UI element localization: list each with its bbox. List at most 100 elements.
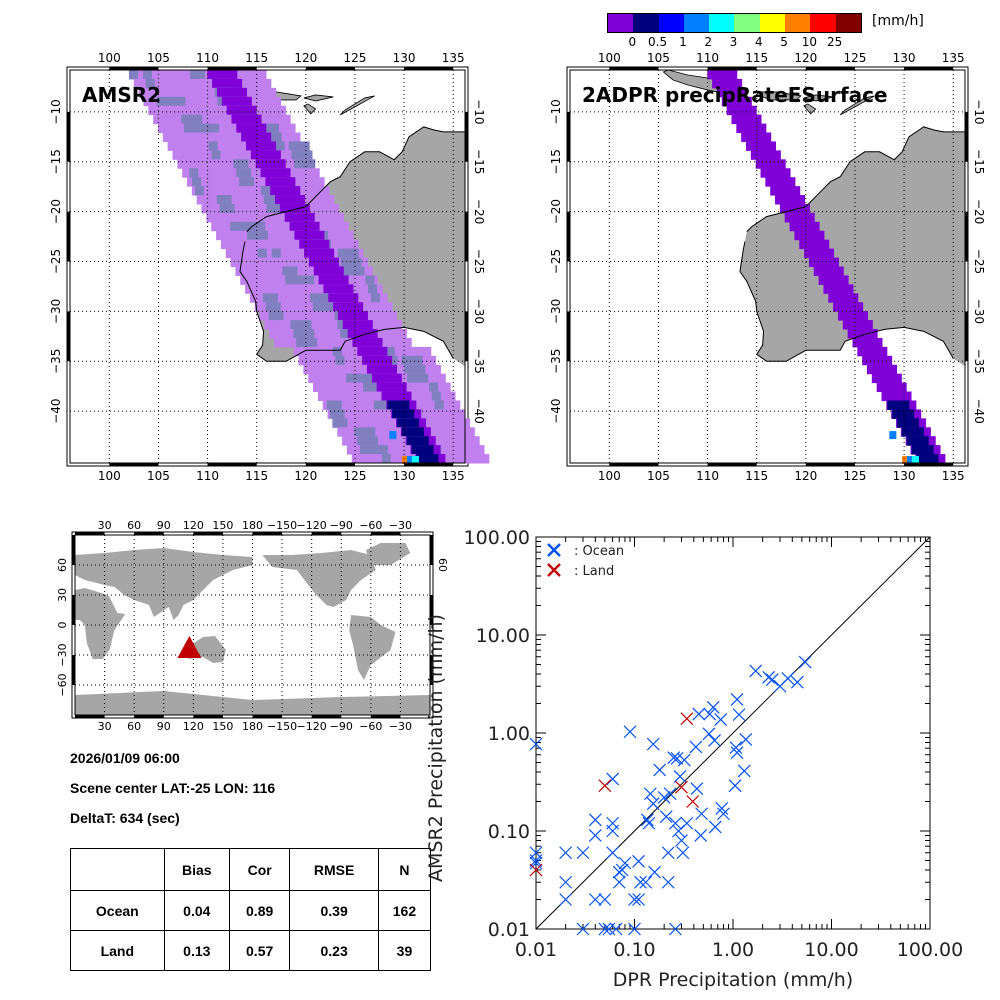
delta-t-text: DeltaT: 634 (sec) (70, 810, 180, 826)
swath-cell (246, 141, 277, 151)
swath-cell (804, 248, 835, 259)
x-marker-stroke (646, 737, 660, 751)
ocean-point (690, 782, 704, 796)
lon-tick-label-top: 125 (343, 51, 366, 65)
x-marker-stroke (689, 740, 703, 754)
x-marker-stroke (640, 813, 654, 827)
x-marker-stroke (728, 779, 742, 793)
x-marker-stroke (657, 791, 671, 804)
border-bar (67, 311, 70, 362)
lon-tick-label-bottom: 115 (745, 469, 768, 483)
x-marker-stroke (717, 807, 730, 821)
globe-lat-tick-left: 0 (56, 622, 69, 629)
x-marker-stroke (628, 893, 641, 906)
swath-cell (207, 70, 238, 80)
swath-cell (721, 96, 752, 107)
lon-tick-label-top: 130 (393, 51, 416, 65)
globe-lon-tick-bottom: −120 (297, 720, 327, 733)
swath-cell (291, 150, 313, 160)
ocean-point (632, 893, 646, 906)
swath-cell (363, 382, 379, 393)
swath-cell (192, 177, 202, 187)
swath-cell (360, 373, 376, 384)
swath-cell (275, 195, 306, 205)
x-marker-stroke (529, 863, 543, 877)
ocean-point (781, 672, 795, 685)
lat-tick-label-left: −10 (549, 99, 563, 124)
amsr2-map-panel: 100 100 105 105 110 110 115 115 120 120 125 125 130 1… (49, 51, 490, 483)
map-title: 2ADPR precipRateESurface (582, 83, 888, 107)
swath-cell (245, 284, 383, 294)
globe-lon-tick-bottom: 180 (242, 720, 263, 733)
x-marker-stroke (639, 875, 653, 889)
swath-cell (181, 114, 203, 125)
swath-cell (337, 311, 368, 321)
lat-tick-label-right: −10 (472, 99, 486, 124)
swath-cell (294, 159, 316, 169)
swath-cell (271, 248, 281, 259)
swath-cell (407, 456, 415, 465)
swath-cell (892, 409, 915, 419)
x-marker-stroke (632, 893, 646, 906)
continent-landmass (75, 588, 126, 659)
swath-cell (257, 248, 267, 259)
stats-row-label: Ocean (70, 890, 165, 931)
stats-header-row: Bias Cor RMSE N (70, 848, 432, 891)
swath-cell (416, 454, 439, 464)
ocean-point (576, 846, 590, 860)
border-bar (609, 463, 659, 466)
swath-cell (434, 400, 444, 410)
border-bar (109, 67, 159, 70)
swath-cell (269, 141, 285, 151)
ocean-point (708, 733, 721, 747)
border-bar (567, 211, 570, 262)
x-marker-stroke (643, 787, 657, 801)
scene-center-text: Scene center LAT:-25 LON: 116 (70, 780, 276, 796)
border-bar (207, 463, 257, 466)
swath-cell (189, 168, 199, 178)
legend-label: : Land (574, 564, 614, 579)
swath-cell (219, 203, 235, 214)
border-bar (965, 211, 968, 262)
lon-tick-label-bottom: 105 (147, 469, 170, 483)
swath-cell (770, 186, 801, 196)
swath-cell (296, 337, 318, 348)
colorbar-swatch (759, 14, 786, 32)
swath-cell (288, 141, 310, 151)
border-bar (305, 67, 355, 70)
swath-cell (183, 123, 205, 134)
x-marker-stroke (730, 693, 744, 706)
ocean-point (640, 813, 654, 827)
colorbar-swatch (709, 14, 735, 32)
legend-marker-icon (547, 543, 561, 557)
stats-row-land: Land 0.13 0.57 0.23 39 (70, 930, 432, 971)
colorbar-label: 3 (729, 35, 738, 49)
border-bar (904, 463, 954, 466)
stats-table: Bias Cor RMSE N Ocean 0.04 0.89 0.39 162… (70, 848, 432, 971)
swath-cell (362, 355, 393, 366)
land-point (529, 863, 543, 877)
lon-tick-label-top: 135 (942, 51, 965, 65)
swath-cell (857, 346, 888, 357)
swath-cell (299, 239, 330, 250)
border-bar (805, 67, 855, 70)
globe-lon-tick-bottom: 150 (212, 720, 233, 733)
swath-cell (906, 436, 929, 446)
swath-cell (401, 427, 424, 437)
ocean-point (689, 740, 703, 754)
swath-cell (294, 230, 325, 241)
border-bar (72, 535, 75, 565)
globe-lat-tick-right: 60 (436, 558, 449, 572)
swath-cell (268, 311, 284, 321)
ocean-point (529, 854, 543, 867)
stats-rmse: 0.23 (289, 930, 379, 971)
ocean-point (612, 875, 626, 889)
swath-cell (876, 382, 907, 393)
ocean-point (737, 764, 751, 778)
swath-cell (823, 284, 854, 294)
swath-cell (852, 337, 883, 348)
swath-cell (411, 456, 419, 465)
ocean-point (598, 922, 612, 936)
ocean-point (668, 816, 682, 830)
x-tick-label: 100.00 (897, 939, 963, 961)
